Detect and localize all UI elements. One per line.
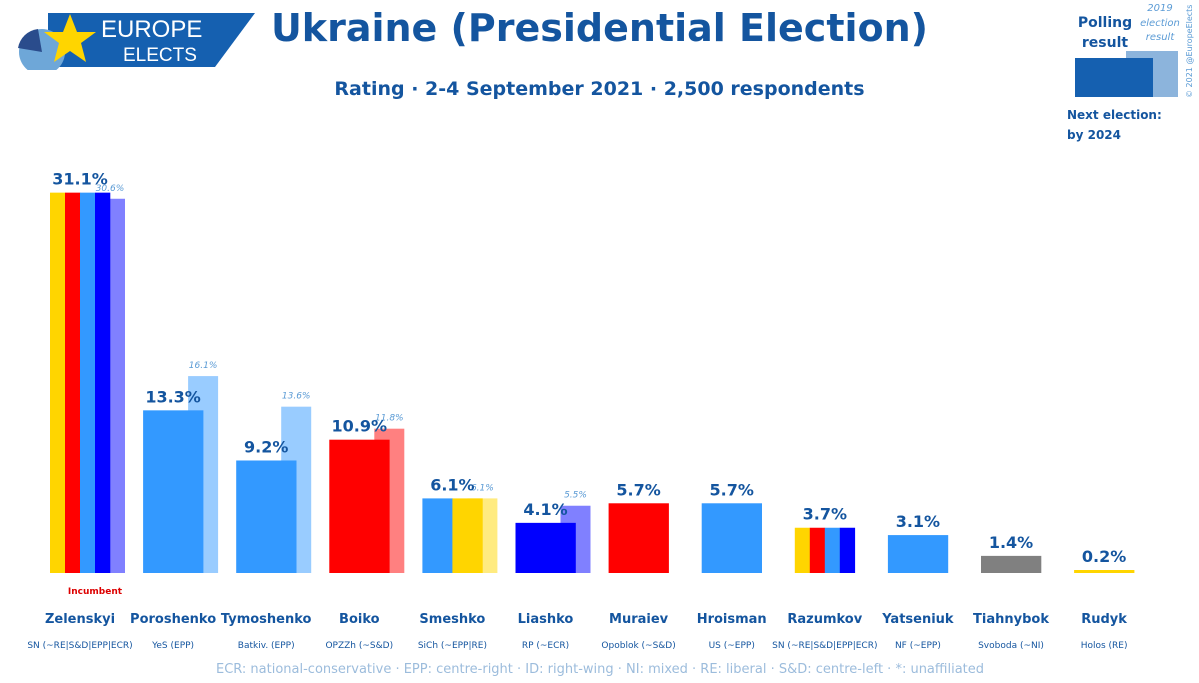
category-label: Yatseniuk	[881, 612, 954, 627]
poll-bar	[887, 535, 949, 573]
poll-bar	[839, 527, 856, 573]
poll-bar	[236, 460, 297, 573]
poll-bar	[608, 503, 669, 573]
value-label: 6.1%	[430, 475, 474, 494]
category-label: Hroisman	[697, 612, 767, 627]
poll-bar	[981, 555, 1042, 573]
previous-result-label: 13.6%	[282, 392, 311, 402]
poll-bar	[452, 498, 483, 573]
poll-bar-chart: 30.6%31.1% Zelenskyi SN (~RE|S&D|EPP|ECR) 1…	[27, 170, 1135, 677]
category-label: Rudyk	[1081, 612, 1127, 627]
poll-bar	[824, 527, 841, 573]
value-label: 3.7%	[803, 505, 847, 524]
page-subtitle: Rating · 2-4 September 2021 · 2,500 resp…	[334, 78, 865, 100]
party-label: SN (~RE|S&D|EPP|ECR)	[27, 641, 132, 651]
legend-prev-label-3: result	[1146, 32, 1176, 43]
poll-bar	[809, 527, 826, 573]
legend-next-election-date: by 2024	[1067, 128, 1121, 142]
category-label: Razumkov	[787, 612, 862, 627]
legend-polling-swatch	[1075, 58, 1153, 97]
party-label: NF (~EPP)	[895, 641, 941, 651]
copyright-text: © 2021 @EuropeElects	[1185, 5, 1194, 98]
poll-bar	[794, 527, 811, 573]
category-label: Liashko	[518, 612, 574, 627]
category-label: Muraiev	[609, 612, 669, 627]
legend: Polling result 2019 election result Next…	[1067, 3, 1194, 142]
category-label: Poroshenko	[130, 612, 216, 627]
previous-result-label: 16.1%	[189, 361, 218, 371]
category-label: Zelenskyi	[45, 612, 115, 627]
party-label: US (~EPP)	[709, 641, 755, 651]
value-label: 1.4%	[989, 533, 1033, 552]
poll-bar	[515, 522, 576, 573]
poll-bar	[95, 192, 111, 573]
value-label: 4.1%	[523, 500, 567, 519]
footer-legend: ECR: national-conservative · EPP: centre…	[216, 662, 984, 677]
previous-result-label: 11.8%	[375, 414, 404, 424]
party-label: SiCh (~EPP|RE)	[418, 641, 487, 651]
poll-bar	[143, 410, 204, 573]
page-title: Ukraine (Presidential Election)	[270, 6, 929, 50]
value-label: 10.9%	[332, 417, 388, 436]
value-label: 5.7%	[616, 480, 660, 499]
category-label: Tiahnybok	[973, 612, 1049, 627]
europe-elects-logo: EUROPE ELECTS	[18, 13, 255, 70]
party-label: Batkiv. (EPP)	[238, 641, 295, 651]
poll-bar	[80, 192, 96, 573]
value-label: 5.7%	[710, 480, 754, 499]
logo-circle-segment	[18, 29, 42, 52]
star-icon	[44, 14, 96, 62]
poll-bar	[422, 498, 453, 573]
value-label: 31.1%	[52, 170, 108, 189]
poll-bar	[329, 439, 390, 573]
legend-prev-label: 2019	[1147, 3, 1172, 14]
party-label: Opoblok (~S&D)	[601, 641, 675, 651]
legend-polling-label: Polling	[1078, 15, 1132, 31]
value-label: 9.2%	[244, 437, 288, 456]
poll-bar	[1074, 570, 1135, 573]
previous-result-label: 6.1%	[471, 483, 494, 493]
party-label: YeS (EPP)	[151, 641, 194, 651]
logo-line1: EUROPE	[101, 16, 202, 43]
incumbent-annotation: Incumbent	[68, 587, 123, 597]
value-label: 0.2%	[1082, 547, 1126, 566]
poll-bar	[50, 192, 66, 573]
party-label: Holos (RE)	[1081, 641, 1128, 651]
category-label: Boiko	[339, 612, 380, 627]
legend-prev-label-2: election	[1140, 18, 1180, 29]
poll-bar	[701, 503, 762, 573]
previous-result-label: 30.6%	[96, 184, 125, 194]
legend-polling-label-2: result	[1082, 35, 1128, 51]
value-label: 3.1%	[896, 512, 940, 531]
poll-bar	[65, 192, 81, 573]
bars-group: 30.6%31.1% Zelenskyi SN (~RE|S&D|EPP|ECR) 1…	[27, 170, 1135, 651]
legend-next-election: Next election:	[1067, 108, 1162, 122]
logo-line2: ELECTS	[123, 45, 197, 66]
party-label: RP (~ECR)	[522, 641, 569, 651]
logo-banner	[48, 13, 255, 67]
party-label: OPZZh (~S&D)	[325, 641, 393, 651]
value-label: 13.3%	[145, 387, 201, 406]
category-label: Smeshko	[419, 612, 485, 627]
party-label: SN (~RE|S&D|EPP|ECR)	[772, 641, 877, 651]
category-label: Tymoshenko	[221, 612, 312, 627]
previous-result-label: 5.5%	[564, 491, 587, 501]
party-label: Svoboda (~NI)	[978, 641, 1044, 651]
